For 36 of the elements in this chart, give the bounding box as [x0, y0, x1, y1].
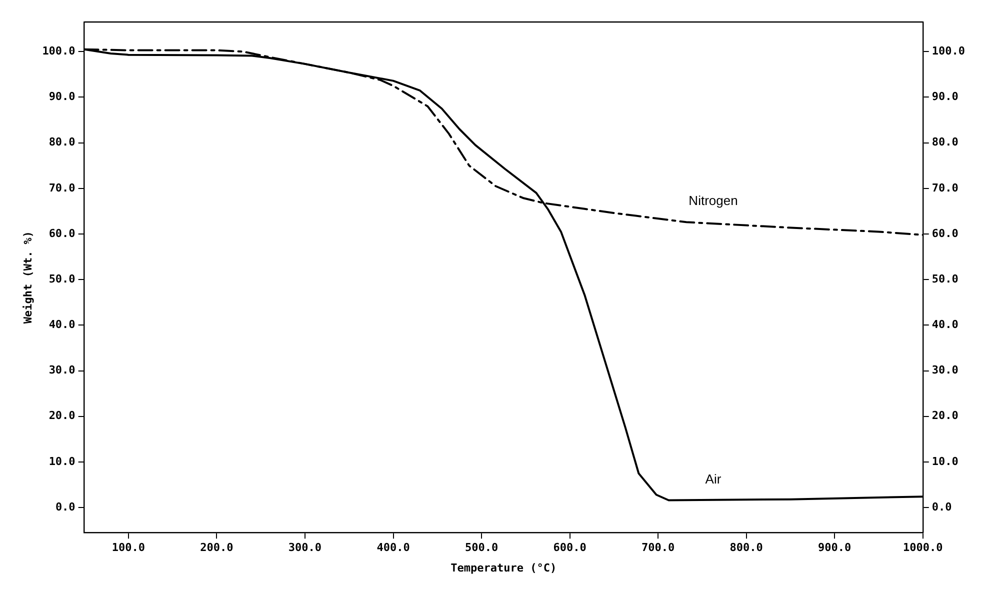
- y2-tick-label: 20.0: [932, 409, 958, 422]
- y-tick-label: 90.0: [48, 90, 76, 104]
- y-tick-label: 70.0: [48, 181, 76, 194]
- x-tick-label: 300.0: [288, 541, 322, 554]
- y-axis-title: Weight (Wt. %): [21, 230, 34, 324]
- y-tick-label: 20.0: [48, 409, 76, 422]
- y-tick-label: 60.0: [48, 226, 76, 240]
- y-tick-label: 30.0: [48, 364, 76, 377]
- x-axis-title: Temperature (°C): [450, 561, 557, 574]
- y2-tick-label: 90.0: [932, 90, 958, 104]
- y2-tick-label: 0.0: [932, 500, 952, 514]
- x-tick-label: 400.0: [376, 541, 410, 554]
- x-tick-label: 600.0: [553, 541, 586, 554]
- y2-tick-label: 50.0: [932, 272, 958, 286]
- y-tick-label: 40.0: [48, 318, 76, 332]
- y2-tick-label: 70.0: [932, 181, 958, 194]
- y2-tick-label: 100.0: [932, 44, 966, 58]
- x-tick-label: 200.0: [200, 541, 234, 554]
- y2-tick-label: 80.0: [932, 136, 958, 149]
- x-tick-label: 800.0: [730, 541, 763, 554]
- x-tick-label: 1000.0: [903, 541, 943, 554]
- y-tick-label: 100.0: [42, 44, 76, 58]
- x-tick-label: 900.0: [818, 541, 852, 554]
- y-tick-label: 10.0: [48, 454, 76, 468]
- y2-tick-label: 30.0: [932, 364, 958, 377]
- y-tick-label: 0.0: [55, 500, 76, 514]
- series-label: Nitrogen: [688, 193, 738, 208]
- y-tick-label: 50.0: [48, 272, 76, 286]
- y-tick-label: 80.0: [48, 136, 76, 149]
- x-tick-label: 100.0: [112, 541, 146, 554]
- y2-tick-label: 10.0: [932, 454, 958, 468]
- y2-tick-label: 60.0: [932, 226, 958, 240]
- y2-tick-label: 40.0: [932, 318, 958, 332]
- x-tick-label: 500.0: [464, 541, 498, 554]
- x-tick-label: 700.0: [642, 541, 675, 554]
- series-label: Air: [705, 471, 722, 486]
